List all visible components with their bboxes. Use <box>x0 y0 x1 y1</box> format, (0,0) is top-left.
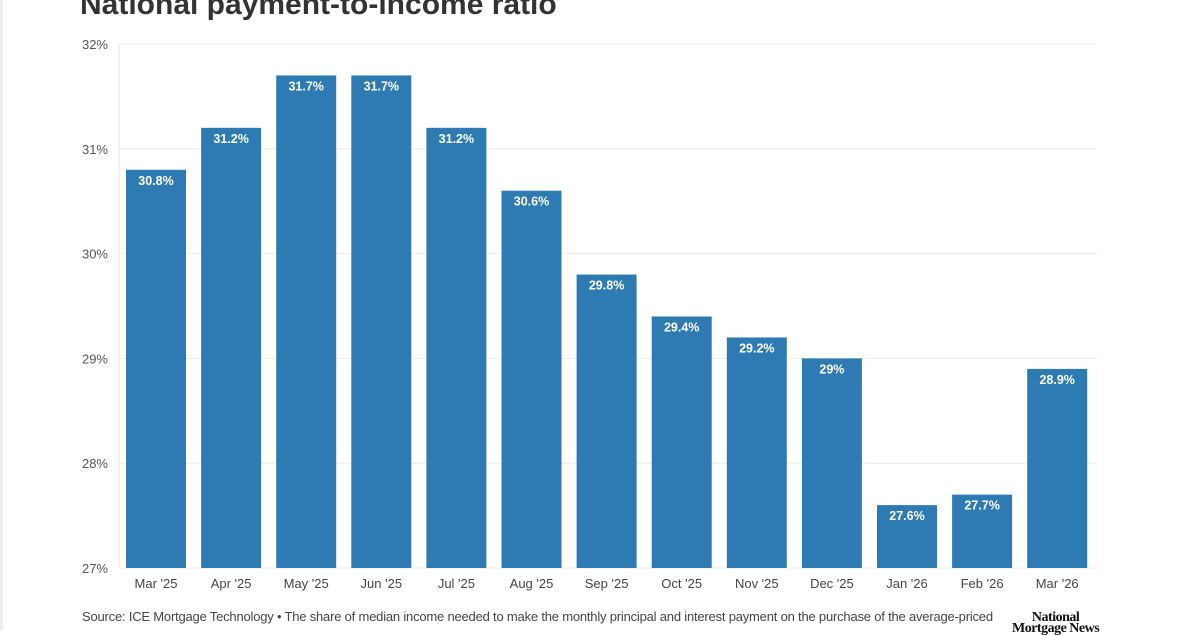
bar <box>351 75 412 568</box>
y-tick-label: 30% <box>82 247 108 262</box>
data-label: 29.4% <box>664 320 699 334</box>
data-label: 27.7% <box>964 499 999 513</box>
bar <box>1027 368 1088 568</box>
data-label: 31.7% <box>288 79 323 93</box>
data-label: 29.2% <box>739 341 774 355</box>
y-tick-label: 32% <box>82 37 108 52</box>
y-tick-label: 29% <box>82 351 108 366</box>
x-tick-label: Aug '25 <box>510 576 554 591</box>
bar <box>276 75 337 568</box>
data-label: 31.2% <box>213 132 248 146</box>
data-label: 29% <box>819 362 844 376</box>
data-label: 28.9% <box>1039 373 1074 387</box>
bar <box>201 127 262 568</box>
x-tick-label: Jan '26 <box>886 576 928 591</box>
publisher-logo: National Mortgage News <box>1012 610 1100 636</box>
bar <box>952 494 1013 568</box>
bar <box>651 316 712 568</box>
data-label: 27.6% <box>889 509 924 523</box>
x-tick-label: Apr '25 <box>211 576 252 591</box>
x-tick-label: Oct '25 <box>661 576 702 591</box>
logo-line1: National <box>1031 610 1080 625</box>
data-label: 31.7% <box>364 79 399 93</box>
x-tick-label: Jun '25 <box>361 576 403 591</box>
data-label: 29.8% <box>589 279 624 293</box>
x-tick-label: Dec '25 <box>810 576 854 591</box>
left-border <box>0 0 3 630</box>
x-tick-label: Jul '25 <box>438 576 475 591</box>
bar <box>801 358 862 568</box>
bar <box>726 337 787 568</box>
data-label: 30.6% <box>514 195 549 209</box>
x-tick-label: Mar '25 <box>135 576 178 591</box>
chart-title: National payment-to-income ratio <box>80 0 557 21</box>
bar <box>501 190 562 568</box>
bar <box>877 505 937 568</box>
logo-line2: Mortgage News <box>1012 621 1100 636</box>
x-tick-label: May '25 <box>284 576 329 591</box>
data-label: 31.2% <box>439 132 474 146</box>
x-tick-label: Feb '26 <box>961 576 1004 591</box>
x-tick-label: Sep '25 <box>585 576 629 591</box>
bar <box>126 169 186 568</box>
bar <box>576 274 637 568</box>
y-tick-label: 31% <box>82 142 108 157</box>
bar <box>426 127 487 568</box>
x-tick-label: Nov '25 <box>735 576 779 591</box>
x-tick-label: Mar '26 <box>1036 576 1079 591</box>
data-label: 30.8% <box>138 174 173 188</box>
source-note: Source: ICE Mortgage Technology • The sh… <box>82 609 993 624</box>
y-tick-label: 27% <box>82 561 108 576</box>
y-tick-label: 28% <box>82 456 108 471</box>
